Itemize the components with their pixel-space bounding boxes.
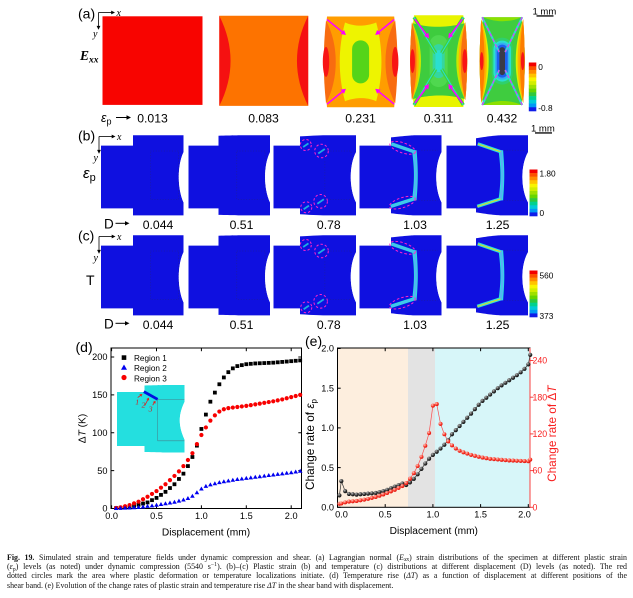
svg-text:1.25: 1.25 [486,318,510,332]
svg-text:D: D [104,317,114,332]
svg-text:2.0: 2.0 [518,510,531,520]
svg-text:1.80: 1.80 [540,169,557,179]
svg-text:(d): (d) [76,339,93,355]
svg-text:0.51: 0.51 [230,218,254,232]
svg-text:3: 3 [148,404,153,413]
svg-text:0.0: 0.0 [321,503,334,513]
svg-text:1.5: 1.5 [240,511,253,521]
svg-text:εp: εp [101,111,112,127]
svg-text:0.432: 0.432 [487,112,518,126]
svg-text:1.03: 1.03 [403,218,427,232]
svg-text:Region 2: Region 2 [134,364,167,373]
svg-text:Region 1: Region 1 [134,354,167,363]
svg-text:y: y [93,153,99,164]
svg-text:60: 60 [533,466,543,476]
svg-text:(c): (c) [78,228,94,244]
svg-text:2.0: 2.0 [321,344,334,354]
svg-text:2: 2 [142,401,146,410]
svg-text:1: 1 [135,397,139,406]
svg-text:1 mm: 1 mm [533,7,557,18]
svg-text:50: 50 [97,466,107,476]
svg-text:(a): (a) [78,6,95,22]
svg-text:Change rate of εp: Change rate of εp [303,398,319,490]
svg-text:0.0: 0.0 [105,511,118,521]
svg-text:0.013: 0.013 [137,112,168,126]
svg-text:y: y [92,29,98,40]
svg-text:Region 3: Region 3 [134,374,167,383]
svg-text:0.5: 0.5 [321,463,334,473]
svg-text:1.5: 1.5 [474,510,487,520]
svg-text:0: 0 [533,502,538,512]
svg-text:560: 560 [540,271,554,281]
svg-text:150: 150 [92,390,107,400]
svg-text:Displacement (mm): Displacement (mm) [390,526,478,537]
svg-text:0.5: 0.5 [150,511,163,521]
svg-text:1.0: 1.0 [195,511,208,521]
svg-text:180: 180 [533,392,548,402]
svg-text:100: 100 [92,428,107,438]
svg-text:1.25: 1.25 [486,218,510,232]
svg-text:0.51: 0.51 [230,318,254,332]
svg-text:240: 240 [533,356,548,366]
svg-text:x: x [116,8,122,19]
svg-text:1.03: 1.03 [403,318,427,332]
svg-text:373: 373 [540,311,554,321]
svg-text:Exx: Exx [79,48,99,66]
svg-text:0.231: 0.231 [345,112,376,126]
svg-text:x: x [116,132,122,143]
svg-text:0.78: 0.78 [317,218,341,232]
svg-text:0: 0 [540,208,545,218]
svg-text:T: T [86,272,95,288]
svg-text:0.0: 0.0 [335,510,348,520]
svg-text:1.0: 1.0 [427,510,440,520]
svg-text:200: 200 [92,352,107,362]
svg-text:120: 120 [533,429,548,439]
svg-text:Displacement (mm): Displacement (mm) [162,528,250,539]
svg-text:2.0: 2.0 [285,511,298,521]
svg-text:0: 0 [102,504,107,514]
svg-text:1 mm: 1 mm [531,124,555,135]
svg-text:x: x [116,232,122,243]
svg-text:(e): (e) [305,333,322,349]
svg-text:0.083: 0.083 [248,112,279,126]
svg-text:(b): (b) [78,128,95,144]
svg-text:εp: εp [83,165,96,184]
svg-text:1.5: 1.5 [321,383,334,393]
svg-text:y: y [93,253,99,264]
svg-text:1.0: 1.0 [321,423,334,433]
svg-text:0.5: 0.5 [379,510,392,520]
svg-text:0: 0 [538,62,543,72]
svg-text:0.311: 0.311 [424,112,454,126]
svg-text:0.044: 0.044 [143,318,174,332]
svg-text:0.044: 0.044 [143,218,174,232]
svg-text:-0.8: -0.8 [538,103,553,113]
svg-text:Change rate of ΔT: Change rate of ΔT [545,385,559,482]
svg-text:ΔT (K): ΔT (K) [78,414,89,443]
svg-text:D: D [104,217,114,232]
svg-text:0.78: 0.78 [317,318,341,332]
